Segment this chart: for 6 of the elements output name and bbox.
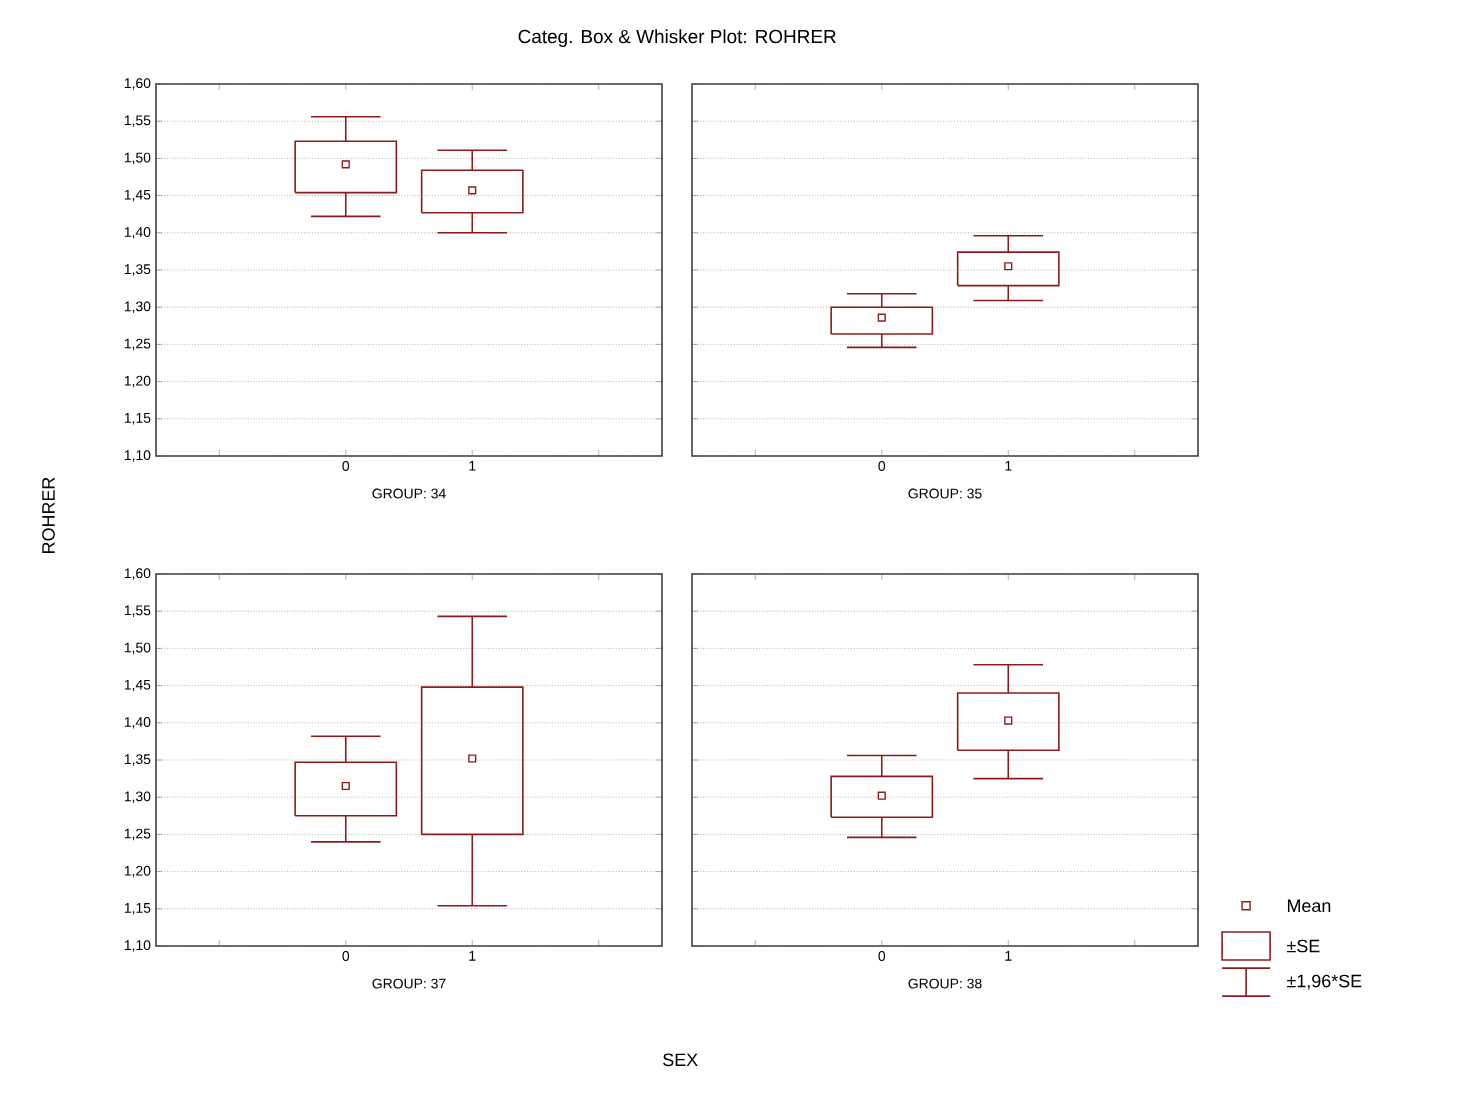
text: Categ. Box & Whisker Plot: ROHRER	[518, 29, 836, 47]
y-axis-title: ROHRER	[42, 477, 55, 553]
text: Mean	[1287, 899, 1331, 913]
text: ±SE	[1287, 939, 1320, 953]
text: SEX	[663, 1053, 698, 1067]
text: ±1,96*SE	[1287, 974, 1362, 990]
